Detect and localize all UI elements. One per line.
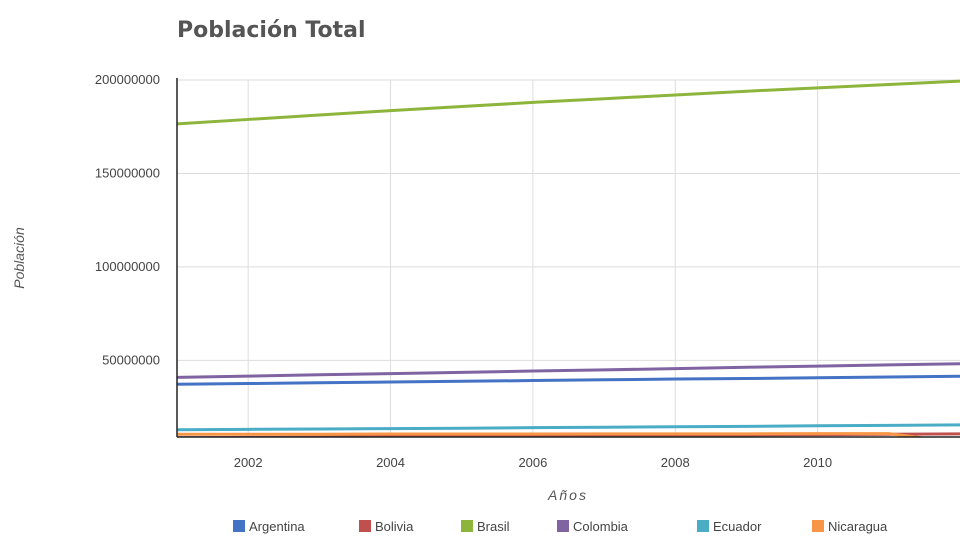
legend-swatch-ecuador bbox=[697, 520, 709, 532]
legend: Argentina Bolivia Brasil Colombia Ecuador Nic… bbox=[233, 519, 888, 534]
legend-label-brasil: Brasil bbox=[477, 519, 510, 534]
x-tick-label: 2010 bbox=[803, 455, 832, 470]
series-line-argentina bbox=[177, 374, 960, 386]
x-tick-label: 2004 bbox=[376, 455, 405, 470]
chart-title: Población Total bbox=[177, 18, 366, 43]
series-line-ecuador bbox=[177, 423, 960, 432]
y-tick-label: 100000000 bbox=[95, 259, 160, 274]
y-tick-label: 50000000 bbox=[102, 352, 160, 367]
legend-label-bolivia: Bolivia bbox=[375, 519, 414, 534]
x-tick-label: 2002 bbox=[234, 455, 263, 470]
legend-swatch-argentina bbox=[233, 520, 245, 532]
legend-label-ecuador: Ecuador bbox=[713, 519, 762, 534]
series-line-nicaragua bbox=[177, 432, 928, 437]
series-lines bbox=[177, 79, 960, 437]
x-tick-label: 2008 bbox=[661, 455, 690, 470]
y-tick-label: 150000000 bbox=[95, 165, 160, 180]
tick-labels: 2002 2004 2006 2008 2010 50000000 100000000 150… bbox=[95, 72, 832, 470]
y-tick-label: 200000000 bbox=[95, 72, 160, 87]
axes bbox=[176, 78, 960, 438]
legend-swatch-brasil bbox=[461, 520, 473, 532]
series-line-brasil bbox=[177, 79, 960, 126]
grid bbox=[177, 79, 960, 437]
legend-swatch-colombia bbox=[557, 520, 569, 532]
legend-label-nicaragua: Nicaragua bbox=[828, 519, 888, 534]
series-line-colombia bbox=[177, 362, 960, 379]
legend-swatch-nicaragua bbox=[812, 520, 824, 532]
x-axis-title: Años bbox=[547, 487, 588, 503]
legend-label-argentina: Argentina bbox=[249, 519, 305, 534]
legend-swatch-bolivia bbox=[359, 520, 371, 532]
y-axis-title: Población bbox=[11, 227, 27, 289]
x-tick-label: 2006 bbox=[518, 455, 547, 470]
legend-label-colombia: Colombia bbox=[573, 519, 629, 534]
